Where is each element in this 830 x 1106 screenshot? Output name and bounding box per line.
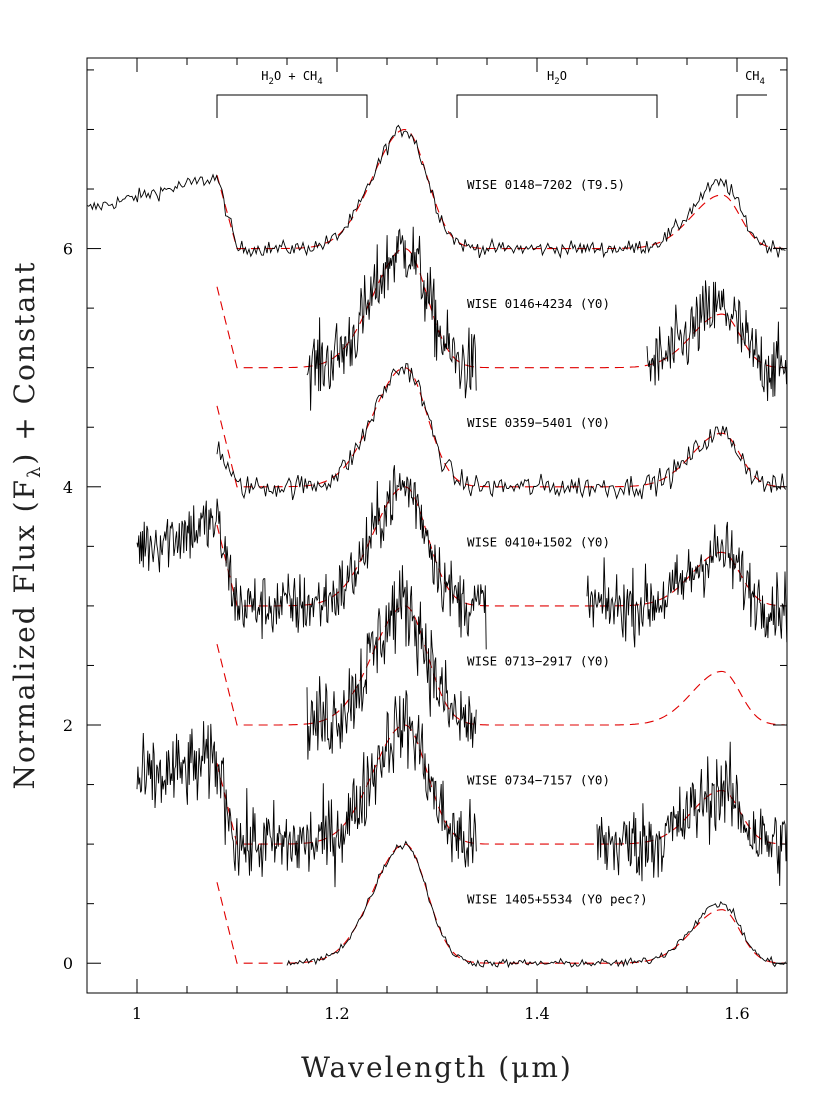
series-label: WISE 0359−5401 (Y0) [467, 415, 610, 430]
x-tick-label: 1.2 [324, 1004, 349, 1023]
spectra-series [86, 124, 788, 969]
observed-spectrum [586, 521, 788, 648]
x-tick-label: 1.4 [524, 1004, 549, 1023]
y-axis-title-sub: λ [24, 465, 45, 478]
y-axis-title-main: Normalized Flux (F [8, 478, 41, 790]
band-label: CH4 [745, 69, 765, 87]
series-2 [216, 362, 787, 501]
observed-spectrum [306, 226, 477, 411]
observed-spectrum [136, 690, 477, 888]
series-label: WISE 0146+4234 (Y0) [467, 296, 610, 311]
series-0 [86, 124, 786, 259]
y-tick-label: 4 [63, 478, 73, 497]
x-tick-label: 1 [132, 1004, 142, 1023]
series-label: WISE 0148−7202 (T9.5) [467, 177, 625, 192]
axis-ticks: 1 1.2 1.4 1.6 0 2 4 6 [63, 58, 787, 1023]
series-label: WISE 0734−7157 (Y0) [467, 773, 610, 788]
band-bracket [736, 94, 767, 118]
observed-spectrum [596, 741, 788, 886]
model-spectrum [216, 128, 786, 250]
y-tick-label: 0 [63, 954, 73, 973]
observed-spectrum [136, 465, 487, 650]
series-3 [136, 465, 788, 650]
plot-frame [86, 57, 788, 994]
band-bracket [216, 94, 368, 118]
x-axis-title: Wavelength (μm) [301, 1051, 573, 1084]
band-label: H2O + CH4 [261, 69, 322, 87]
y-tick-label: 6 [63, 240, 73, 259]
band-bracket [456, 94, 658, 118]
series-5 [136, 690, 788, 888]
series-4 [216, 565, 786, 760]
series-6 [216, 840, 786, 969]
series-label: WISE 1405+5534 (Y0 pec?) [467, 892, 648, 907]
band-label: H2O [547, 69, 567, 87]
series-1 [216, 226, 787, 411]
observed-spectrum [86, 124, 786, 259]
model-spectrum [216, 843, 785, 964]
y-axis-title-tail: ) + Constant [8, 260, 41, 464]
absorption-bands: H2O + CH4 H2O CH4 [216, 69, 767, 118]
observed-spectrum [646, 280, 787, 402]
x-tick-label: 1.6 [724, 1004, 749, 1023]
observed-spectrum [216, 362, 787, 501]
object-labels: WISE 0148−7202 (T9.5) WISE 0146+4234 (Y0)… [467, 177, 648, 907]
model-spectrum [216, 605, 786, 726]
y-axis-title: Normalized Flux (Fλ) + Constant [8, 260, 45, 789]
series-label: WISE 0713−2917 (Y0) [467, 653, 610, 668]
observed-spectrum [306, 565, 477, 760]
y-tick-label: 2 [63, 716, 73, 735]
series-label: WISE 0410+1502 (Y0) [467, 534, 610, 549]
observed-spectrum [286, 840, 786, 969]
